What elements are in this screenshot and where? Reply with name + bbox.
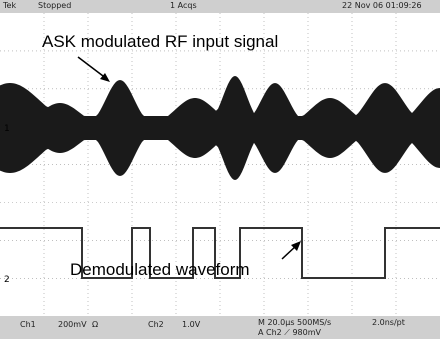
brand: Tek (3, 1, 16, 10)
demod-label: Demodulated waveform (70, 260, 250, 279)
rf-waveform (0, 76, 440, 180)
ch2-marker: 2 (4, 275, 10, 285)
status-bar: Tek Stopped 1 Acqs 22 Nov 06 01:09:26 (0, 0, 440, 13)
ch2-label: Ch2 (148, 320, 164, 329)
ch1-label: Ch1 (20, 320, 36, 329)
trigger: A Ch2 ⟋ 980mV (258, 328, 321, 338)
timebase: M 20.0µs 500MS/s (258, 318, 331, 327)
ch1-scale: 200mV (58, 320, 87, 329)
waveform-display: ASK modulated RF input signal Demodulate… (0, 13, 440, 316)
timestamp: 22 Nov 06 01:09:26 (342, 1, 422, 10)
ch1-coupling: Ω (92, 320, 98, 329)
ch2-scale: 1.0V (182, 320, 200, 329)
oscilloscope-screen: Tek Stopped 1 Acqs 22 Nov 06 01:09:26 AS… (0, 0, 440, 339)
resolution: 2.0ns/pt (372, 318, 405, 327)
settings-bar: Ch1 200mV Ω Ch2 1.0V M 20.0µs 500MS/s 2.… (0, 316, 440, 339)
acquisitions: 1 Acqs (170, 1, 197, 10)
rf-label: ASK modulated RF input signal (42, 32, 278, 51)
rf-arrow (78, 57, 107, 79)
ch1-marker: 1 (4, 124, 10, 134)
state: Stopped (38, 1, 71, 10)
